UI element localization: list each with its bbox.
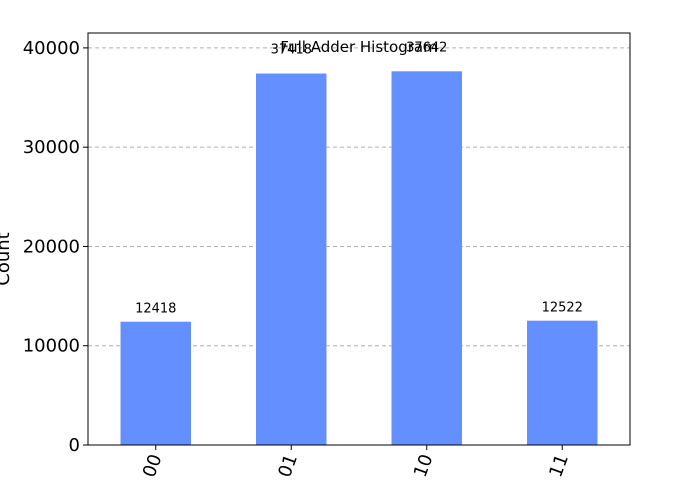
label-layer: 12418 37418 37642 12522 xyxy=(135,40,583,316)
data-label: 12418 xyxy=(135,302,176,317)
bar-01 xyxy=(256,73,327,446)
data-label: 37642 xyxy=(406,40,447,55)
bar-00 xyxy=(120,321,191,445)
plot-frame xyxy=(87,32,631,446)
data-label: 12522 xyxy=(542,301,583,316)
y-tick-label: 30000 xyxy=(23,137,80,158)
x-tick-label: 11 xyxy=(545,452,573,481)
x-tick-label: 00 xyxy=(139,452,167,481)
y-tick-label: 0 xyxy=(69,435,80,456)
data-label: 37418 xyxy=(271,43,312,58)
chart-title: Full Adder Histogram xyxy=(280,38,437,56)
y-tick-label: 40000 xyxy=(23,38,80,59)
x-tick-label: 01 xyxy=(274,452,302,481)
y-tick-label: 20000 xyxy=(23,236,80,257)
x-tick-label: 10 xyxy=(410,452,438,481)
y-tick-label: 10000 xyxy=(23,336,80,357)
bar-10 xyxy=(391,71,462,445)
bar-layer xyxy=(120,71,598,446)
y-axis-label: Count xyxy=(0,232,14,285)
bar-11 xyxy=(527,320,598,445)
